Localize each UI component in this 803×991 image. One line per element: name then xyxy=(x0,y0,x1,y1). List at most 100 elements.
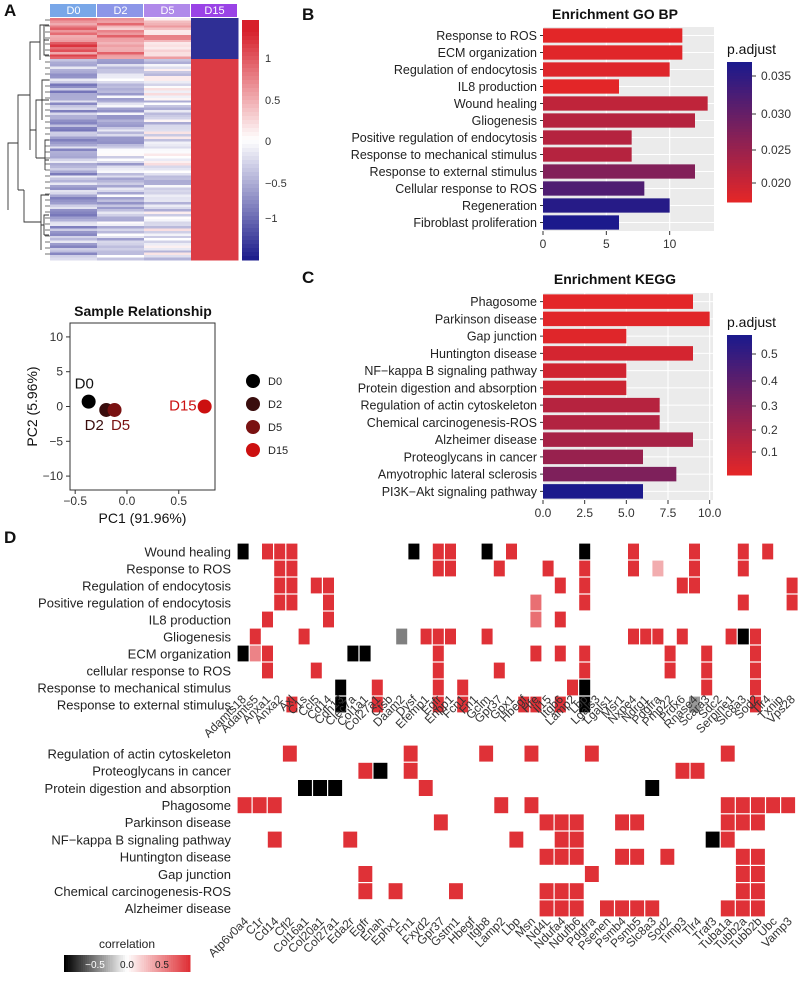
heatmap-cell xyxy=(191,107,239,111)
heatmap-cell xyxy=(50,93,98,96)
legend-tick-label: 0.020 xyxy=(761,176,791,190)
category-label: Response to mechanical stimulus xyxy=(351,148,537,162)
legend-gradient xyxy=(727,98,752,102)
heatmap-cell xyxy=(144,165,192,169)
legend-gradient xyxy=(183,955,187,972)
colorbar-segment xyxy=(242,88,259,93)
heatmap-cell xyxy=(50,117,98,121)
heatmap-cell xyxy=(97,76,145,79)
heatmap-cell xyxy=(50,18,98,21)
heatmap-cell xyxy=(144,151,192,155)
heatmap-cell xyxy=(97,214,145,217)
legend-title: p.adjust xyxy=(727,41,776,57)
heatmap-cell xyxy=(191,78,239,82)
heatmap-cell xyxy=(97,155,145,159)
correlation-cell xyxy=(554,645,566,662)
heatmap-cell xyxy=(97,230,145,234)
heatmap-cell xyxy=(97,175,145,179)
correlation-cell xyxy=(408,543,420,560)
colorbar-segment xyxy=(242,252,259,257)
heatmap-cell xyxy=(191,223,239,227)
heatmap-cell xyxy=(97,206,145,210)
correlation-cell xyxy=(750,628,761,645)
correlation-cell xyxy=(554,696,566,713)
legend-label: D0 xyxy=(268,376,282,388)
colorbar-segment xyxy=(242,116,259,121)
legend-gradient xyxy=(727,67,752,71)
category-label: Fibroblast proliferation xyxy=(413,216,537,230)
column-header-d15 xyxy=(191,4,237,17)
correlation-cell xyxy=(737,560,749,577)
legend-gradient xyxy=(727,421,752,426)
heatmap-cell xyxy=(97,54,145,58)
heatmap-cell xyxy=(144,73,192,77)
heatmap-cell xyxy=(191,250,239,254)
heatmap-cell xyxy=(191,187,239,191)
correlation-cell xyxy=(750,696,761,713)
legend-label: D15 xyxy=(268,445,288,457)
legend-gradient xyxy=(108,955,111,972)
legend-gradient xyxy=(727,120,752,125)
heatmap-cell xyxy=(144,146,192,150)
colorbar-segment xyxy=(242,148,259,153)
legend-tick-label: 0.025 xyxy=(761,143,791,157)
pathway-label: Alzheimer disease xyxy=(125,901,231,916)
heatmap-cell xyxy=(97,37,145,41)
heatmap-cell xyxy=(97,88,145,92)
correlation-cell xyxy=(373,762,388,779)
correlation-cell xyxy=(750,662,761,679)
correlation-cell xyxy=(371,679,383,696)
correlation-cell xyxy=(432,543,444,560)
legend-gradient xyxy=(727,377,752,381)
colorbar-segment xyxy=(242,144,259,149)
legend-gradient xyxy=(727,449,752,454)
heatmap-cell xyxy=(144,129,192,133)
colorbar-segment xyxy=(242,36,259,41)
legend-gradient xyxy=(727,84,752,88)
heatmap-cell xyxy=(50,197,98,200)
heatmap-cell xyxy=(144,201,192,205)
heatmap-cell xyxy=(191,199,239,203)
heatmap-cell xyxy=(50,184,98,188)
colorbar-segment xyxy=(242,32,259,37)
pathway-label: NF−kappa B signaling pathway xyxy=(51,832,231,847)
legend-gradient xyxy=(727,340,752,344)
colorbar-segment xyxy=(242,68,259,73)
correlation-cell xyxy=(494,797,509,814)
heatmap-cell xyxy=(50,168,98,171)
correlation-cell xyxy=(652,560,664,577)
heatmap-cell xyxy=(144,199,192,203)
x-tick-label: 7.5 xyxy=(660,506,677,520)
heatmap-cell xyxy=(191,201,239,205)
correlation-cell xyxy=(310,662,322,679)
correlation-cell xyxy=(359,645,371,662)
panel-label-c: C xyxy=(302,268,314,287)
correlation-cell xyxy=(274,543,286,560)
heatmap-cell xyxy=(191,163,239,167)
legend-gradient xyxy=(76,955,80,972)
legend-marker xyxy=(246,420,260,434)
category-label: Chemical carcinogenesis-ROS xyxy=(367,416,537,430)
legend-gradient xyxy=(727,157,752,161)
heatmap-cell xyxy=(50,76,98,79)
legend-gradient xyxy=(127,955,130,972)
heatmap-cell xyxy=(144,211,192,215)
correlation-cell xyxy=(530,594,542,611)
correlation-cell xyxy=(530,611,542,628)
legend-marker xyxy=(246,443,260,457)
legend-gradient xyxy=(727,109,752,113)
legend-gradient xyxy=(727,87,752,91)
heatmap-cell xyxy=(191,117,239,121)
colorbar-segment xyxy=(242,208,259,213)
correlation-cell xyxy=(705,831,720,848)
legend-gradient xyxy=(727,193,752,197)
legend-gradient xyxy=(727,335,752,339)
heatmap-cell xyxy=(191,216,239,220)
pathway-label: ECM organization xyxy=(128,646,231,661)
correlation-cell xyxy=(689,696,700,713)
correlation-cell xyxy=(347,645,359,662)
bar xyxy=(543,294,693,309)
correlation-cell xyxy=(676,577,688,594)
correlation-cell xyxy=(781,797,796,814)
legend-gradient xyxy=(158,955,162,972)
